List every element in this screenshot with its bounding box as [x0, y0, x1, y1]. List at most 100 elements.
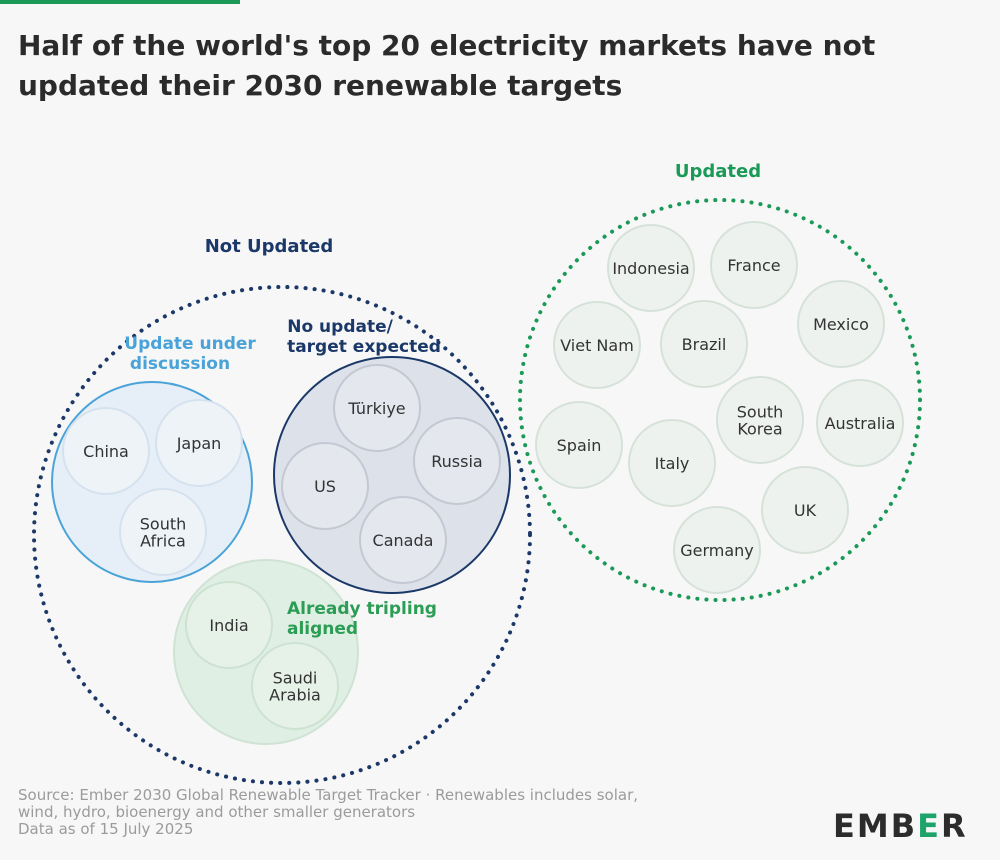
- country-label-line: Russia: [431, 452, 482, 471]
- country-bubble-russia: Russia: [413, 417, 501, 505]
- country-label-line: Canada: [373, 531, 434, 550]
- country-circle: [413, 417, 501, 505]
- country-circle: [155, 399, 243, 487]
- country-circle: [660, 300, 748, 388]
- country-circle: [359, 496, 447, 584]
- country-circle: [816, 379, 904, 467]
- country-circle: [119, 488, 207, 576]
- country-circle: [607, 224, 695, 312]
- country-label: Spain: [557, 436, 602, 455]
- country-bubble-south-africa: South Africa: [119, 488, 207, 576]
- country-label-line: Türkiye: [347, 399, 405, 418]
- ember-logo: EMBER: [833, 807, 968, 845]
- country-circle: [251, 642, 339, 730]
- country-bubble-australia: Australia: [816, 379, 904, 467]
- country-label: Russia: [431, 452, 482, 471]
- no-update-circle: [273, 356, 511, 594]
- country-label-line: Australia: [825, 414, 896, 433]
- country-circle: [553, 301, 641, 389]
- country-bubble-saudi-arabia: Saudi Arabia: [251, 642, 339, 730]
- country-bubble-india: India: [185, 581, 273, 669]
- country-circle: [535, 401, 623, 489]
- no-update-label: No update/ target expected: [287, 317, 441, 357]
- country-bubble-us: US: [281, 442, 369, 530]
- country-circle: [716, 376, 804, 464]
- country-label: Mexico: [813, 315, 869, 334]
- country-bubble-türkiye: Türkiye: [333, 364, 421, 452]
- not-updated-boundary: [32, 285, 532, 785]
- country-bubble-germany: Germany: [673, 506, 761, 594]
- logo-part-1: EMB: [833, 807, 918, 845]
- country-circle: [673, 506, 761, 594]
- country-label-line: Indonesia: [612, 259, 689, 278]
- country-label-line: China: [83, 442, 129, 461]
- under-discussion-label-line-1: Update under: [124, 334, 256, 354]
- country-circle: [710, 221, 798, 309]
- country-label-line: Arabia: [269, 686, 321, 705]
- country-label: Saudi Arabia: [269, 669, 321, 705]
- logo-part-2: E: [917, 807, 941, 845]
- country-label: South Africa: [140, 515, 187, 551]
- country-circle: [628, 419, 716, 507]
- country-circle: [333, 364, 421, 452]
- country-label: US: [314, 477, 336, 496]
- country-label: Japan: [176, 434, 222, 453]
- not-updated-label: Not Updated: [205, 236, 334, 257]
- country-bubble-indonesia: Indonesia: [607, 224, 695, 312]
- country-label-line: Spain: [557, 436, 602, 455]
- country-label-line: Italy: [655, 454, 690, 473]
- tripling-label-line-2: aligned: [287, 619, 358, 639]
- country-label: Indonesia: [612, 259, 689, 278]
- country-label-line: Saudi: [273, 669, 318, 688]
- logo-part-3: R: [940, 807, 968, 845]
- country-label-line: Japan: [176, 434, 222, 453]
- country-label-line: Germany: [680, 541, 754, 560]
- country-bubble-south-korea: South Korea: [716, 376, 804, 464]
- country-label: Türkiye: [347, 399, 405, 418]
- no-update-label-line-1: No update/: [287, 317, 393, 337]
- source-line-1: Source: Ember 2030 Global Renewable Targ…: [18, 786, 639, 804]
- country-label: France: [727, 256, 780, 275]
- country-circle: [185, 581, 273, 669]
- country-label: China: [83, 442, 129, 461]
- country-label-line: France: [727, 256, 780, 275]
- country-label-line: Viet Nam: [560, 336, 634, 355]
- country-label-line: India: [209, 616, 248, 635]
- country-label: Germany: [680, 541, 754, 560]
- country-label-line: US: [314, 477, 336, 496]
- updated-boundary: [518, 198, 922, 602]
- country-bubble-mexico: Mexico: [797, 280, 885, 368]
- under-discussion-label: Update under discussion: [124, 334, 261, 374]
- updated-label: Updated: [675, 161, 761, 182]
- country-label-line: UK: [794, 501, 817, 520]
- country-label: Canada: [373, 531, 434, 550]
- country-label: Australia: [825, 414, 896, 433]
- country-label-line: Brazil: [682, 335, 727, 354]
- country-label: Brazil: [682, 335, 727, 354]
- country-label-line: Africa: [140, 532, 186, 551]
- source-note: Source: Ember 2030 Global Renewable Targ…: [18, 787, 798, 838]
- data-date: Data as of 15 July 2025: [18, 820, 194, 838]
- tripling-label: Already tripling aligned: [287, 599, 443, 639]
- top-accent-bar: [0, 0, 240, 4]
- country-bubble-italy: Italy: [628, 419, 716, 507]
- country-bubble-china: China: [62, 407, 150, 495]
- country-bubble-france: France: [710, 221, 798, 309]
- country-circle: [281, 442, 369, 530]
- country-label: Italy: [655, 454, 690, 473]
- country-bubble-japan: Japan: [155, 399, 243, 487]
- country-label: UK: [794, 501, 817, 520]
- country-bubble-viet-nam: Viet Nam: [553, 301, 641, 389]
- country-label: Viet Nam: [560, 336, 634, 355]
- country-bubble-canada: Canada: [359, 496, 447, 584]
- chart-title: Half of the world's top 20 electricity m…: [18, 29, 876, 102]
- country-bubble-brazil: Brazil: [660, 300, 748, 388]
- country-label-line: South: [737, 403, 784, 422]
- country-circle: [62, 407, 150, 495]
- country-label: South Korea: [737, 403, 784, 439]
- under-discussion-label-line-2: discussion: [130, 354, 230, 374]
- source-line-2: wind, hydro, bioenergy and other smaller…: [18, 803, 416, 821]
- no-update-label-line-2: target expected: [287, 337, 441, 357]
- country-bubble-spain: Spain: [535, 401, 623, 489]
